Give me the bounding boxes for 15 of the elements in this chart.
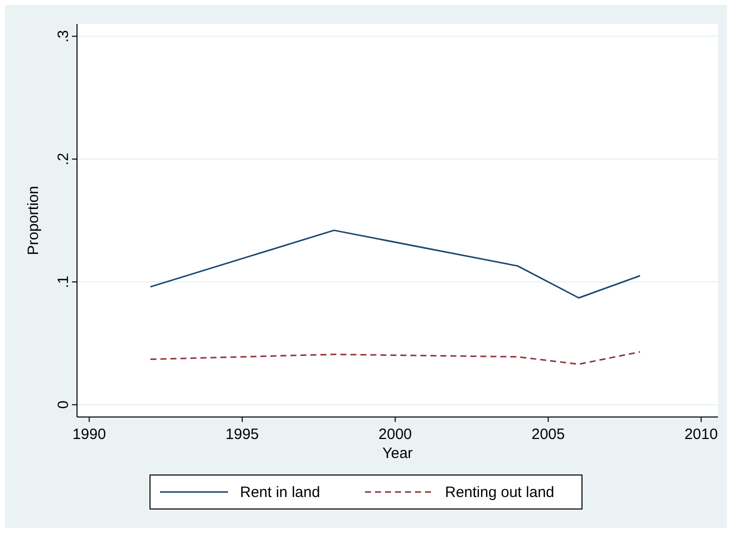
legend-label: Rent in land xyxy=(240,484,320,501)
y-tick-label: 0 xyxy=(55,400,72,409)
x-tick-label: 2000 xyxy=(378,426,412,443)
x-tick-label: 1990 xyxy=(72,426,106,443)
y-tick-label: .1 xyxy=(55,276,72,288)
line-series xyxy=(150,351,641,365)
x-tick-label: 2005 xyxy=(532,426,565,443)
line-series xyxy=(150,230,641,299)
x-tick-label: 1995 xyxy=(226,426,259,443)
x-tick-label: 2010 xyxy=(684,426,718,443)
legend-label: Renting out land xyxy=(445,484,554,501)
y-axis-title: Proportion xyxy=(25,186,42,256)
y-tick-label: .2 xyxy=(55,152,72,166)
y-tick-label: .3 xyxy=(55,30,72,43)
x-axis-title: Year xyxy=(382,445,413,462)
